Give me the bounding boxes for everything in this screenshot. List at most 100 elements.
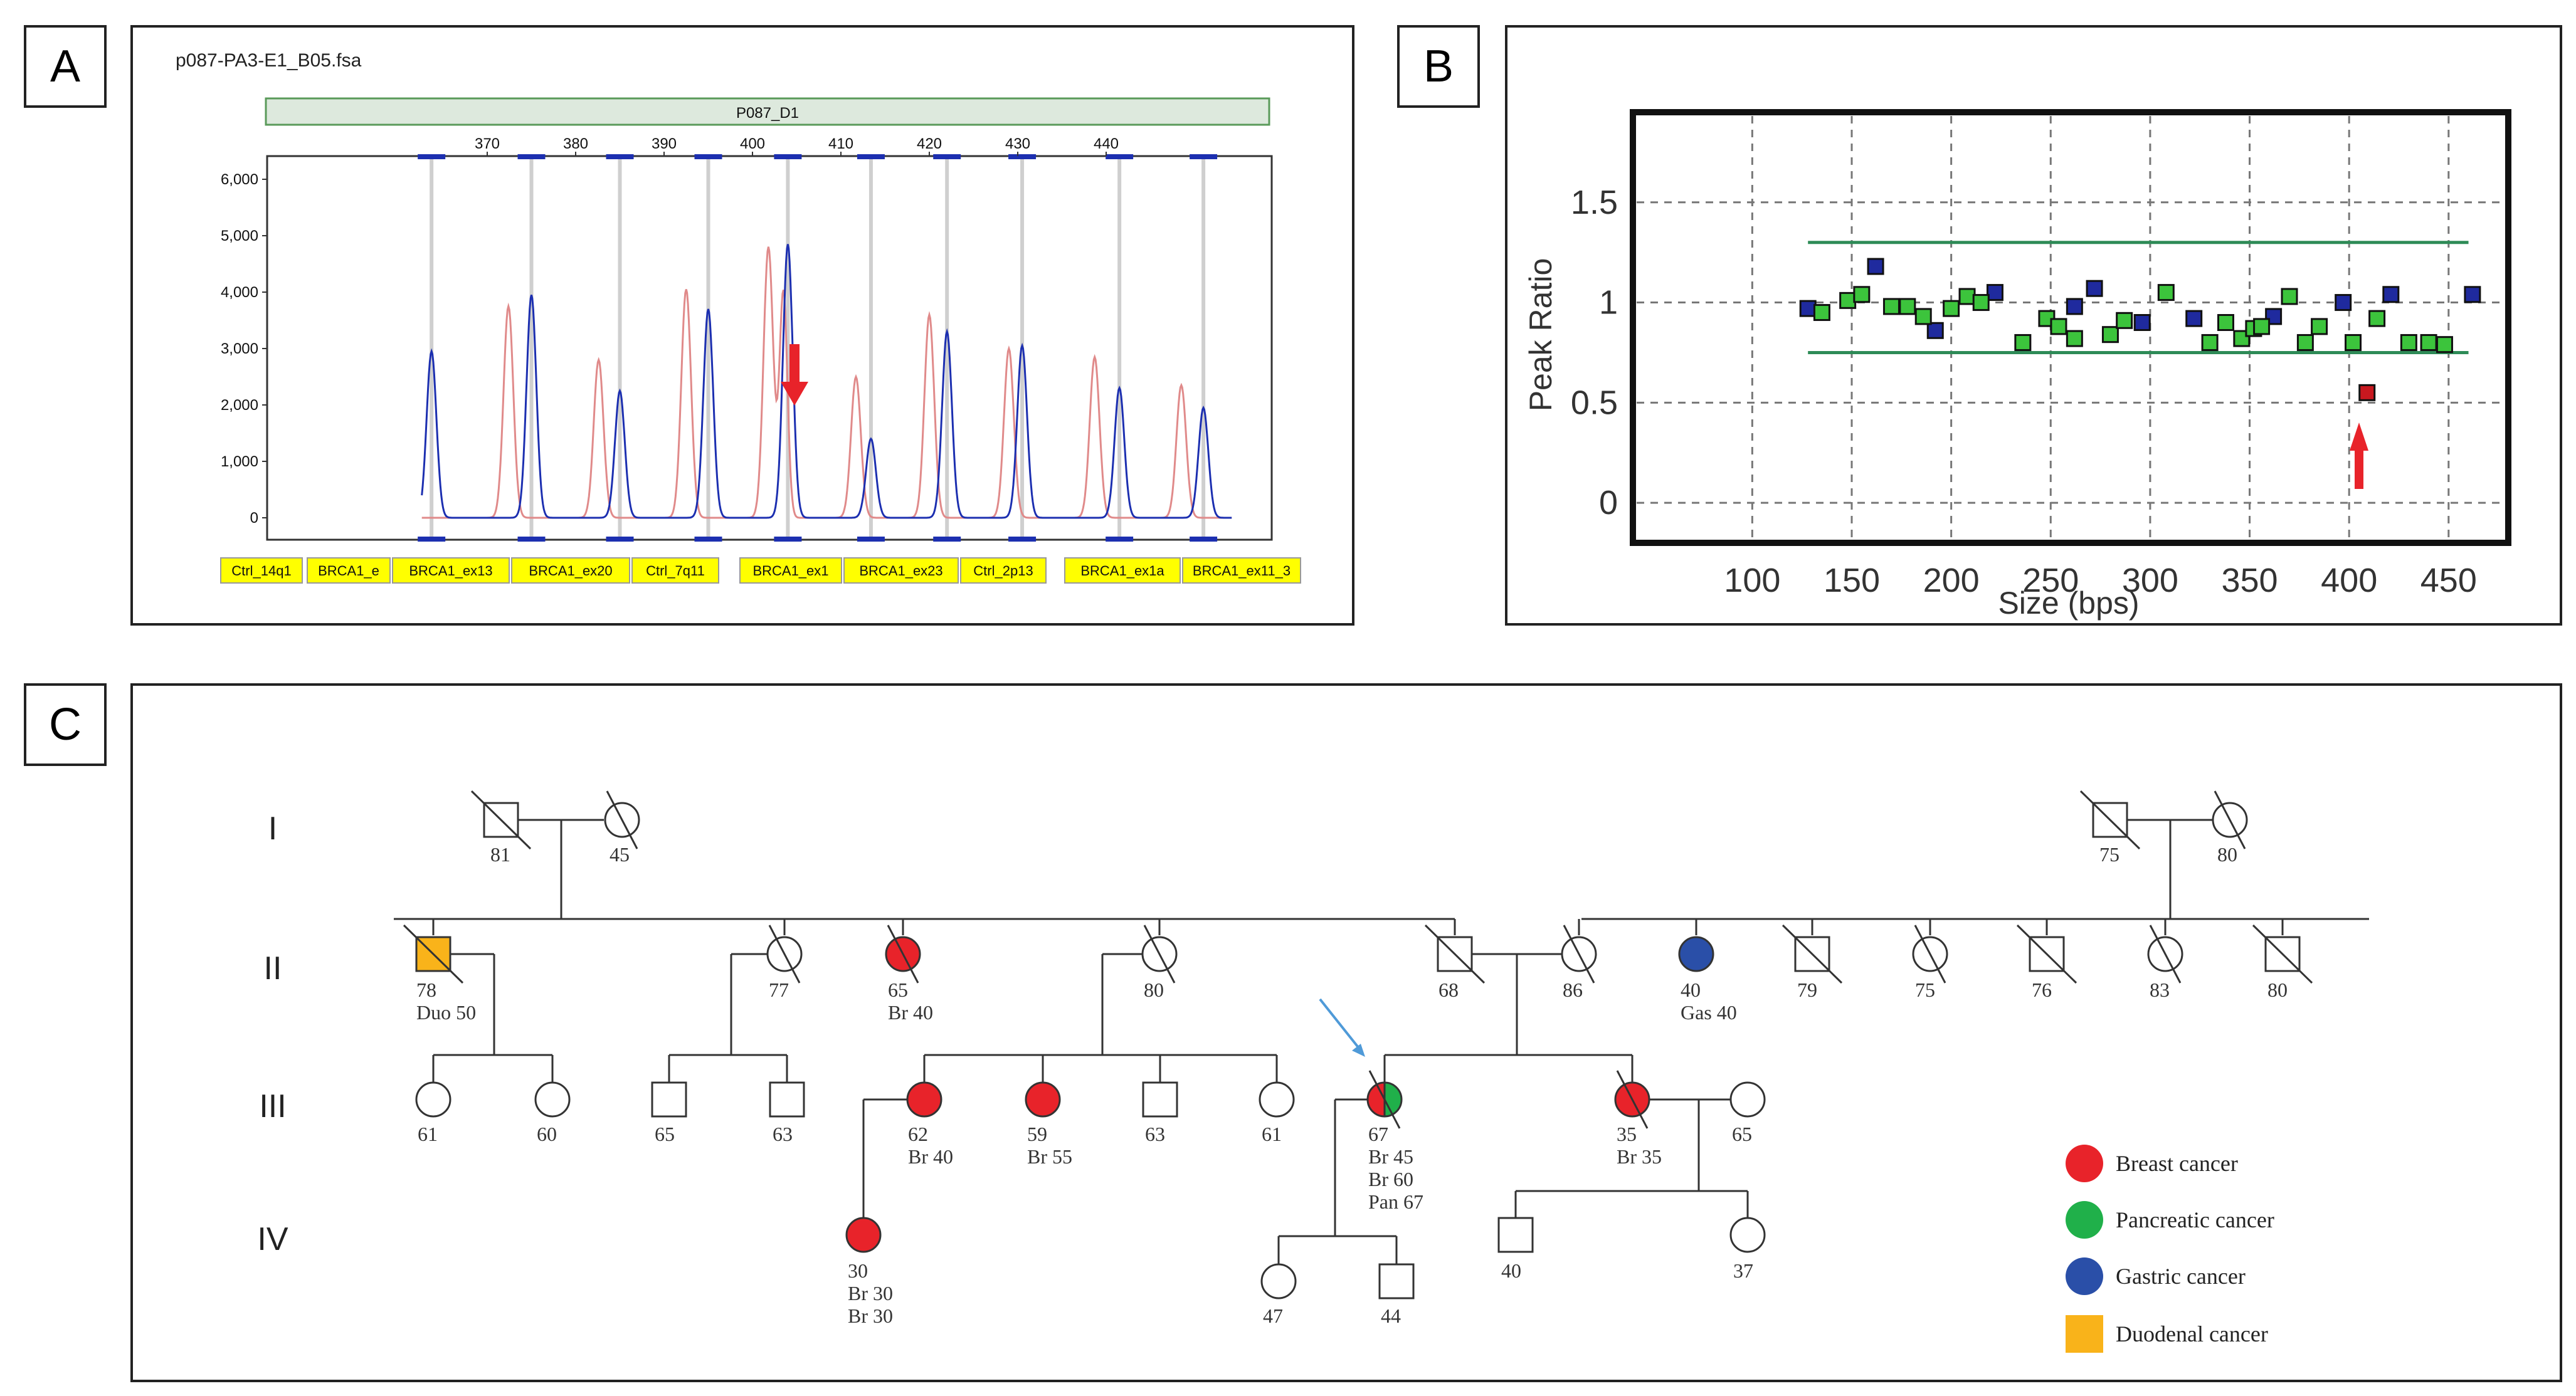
peak-marker-bottom: [774, 537, 802, 542]
female-breast-cancer: [1025, 1081, 1061, 1118]
x-tick-label: 150: [1824, 562, 1880, 599]
probe-label-box: [1064, 557, 1181, 584]
peak-marker-top: [606, 154, 634, 159]
legend-label: Breast cancer: [2116, 1151, 2238, 1176]
target-point: [2157, 284, 2175, 302]
deceased-slash: [1424, 924, 1486, 984]
probe-label: Ctrl_7q11: [646, 563, 705, 579]
age-label: 47: [1263, 1304, 1283, 1327]
x-tick-label: 390: [652, 135, 677, 152]
deceased-slash: [2252, 924, 2313, 984]
probe-label-box: [631, 557, 719, 584]
age-label: 83: [2150, 979, 2170, 1001]
female-breast-cancer: [906, 1081, 942, 1118]
control-point: [1799, 300, 1817, 317]
age-label: 80: [2267, 979, 2288, 1001]
target-point: [2116, 312, 2133, 329]
target-point: [1839, 291, 1857, 309]
female: [1729, 1217, 1766, 1253]
legend: Breast cancer Pancreatic cancer Gastric …: [2066, 1145, 2274, 1353]
panel-c: I II III IV: [130, 683, 2562, 1382]
target-point: [2281, 288, 2298, 305]
legend-label: Duodenal cancer: [2116, 1321, 2268, 1346]
pedigree: I II III IV: [257, 790, 2369, 1353]
y-tick-label: 0: [1599, 484, 1618, 522]
probe-label-box: [960, 557, 1047, 584]
probe-mix-bar: [265, 97, 1270, 126]
age-label: 30: [848, 1259, 868, 1282]
x-tick-label: 430: [1005, 135, 1030, 152]
probe-label-box: [739, 557, 842, 584]
target-point: [2436, 336, 2453, 354]
x-tick-label: 300: [2122, 562, 2178, 599]
diagnosis-label: Duo 50: [416, 1001, 476, 1024]
deceased-slash: [606, 790, 638, 849]
y-tick-label: 2,000: [221, 397, 258, 414]
male: [651, 1081, 687, 1118]
target-point: [1914, 308, 1932, 325]
deceased-slash: [2016, 924, 2077, 984]
legend-breast-swatch: [2066, 1145, 2103, 1182]
x-tick-label: 100: [1724, 562, 1780, 599]
y-tick-label: 0.5: [1571, 384, 1618, 421]
peak-marker-bottom: [1106, 537, 1134, 542]
peak-marker-bottom: [1190, 537, 1218, 542]
diagnosis-label: Br 30: [848, 1282, 893, 1304]
panel-a-letter: A: [24, 25, 107, 108]
control-point: [1926, 322, 1944, 339]
generation-label: III: [259, 1088, 286, 1125]
peak-marker-bottom: [418, 537, 446, 542]
proband-breast-half: [1366, 1081, 1386, 1118]
deceased-slash: [1914, 925, 1946, 984]
x-axis-label: Size (bps): [1998, 585, 2139, 621]
target-point: [1899, 298, 1916, 315]
control-point: [2086, 280, 2103, 297]
target-point: [2420, 333, 2437, 351]
x-tick-label: 200: [1923, 562, 1980, 599]
deceased-slash: [1563, 925, 1595, 984]
deceased-slash: [1368, 1070, 1401, 1129]
age-label: 35: [1617, 1123, 1637, 1145]
male: [1497, 1217, 1534, 1253]
peak-marker-bottom: [606, 537, 634, 542]
target-point: [2400, 333, 2417, 351]
control-point: [1867, 258, 1884, 275]
female: [1729, 1081, 1766, 1118]
x-tick-label: 450: [2420, 562, 2477, 599]
age-label: 77: [769, 979, 789, 1001]
legend-gastric-swatch: [2066, 1257, 2103, 1295]
target-point: [2217, 314, 2234, 332]
age-label: 75: [1915, 979, 1935, 1001]
probe-label: Ctrl_14q1: [231, 563, 291, 579]
age-label: 67: [1368, 1123, 1388, 1145]
probe-label-box: [511, 557, 630, 584]
deceased-slash: [887, 925, 919, 984]
diagnosis-label: Br 40: [888, 1001, 933, 1024]
probe-label: Ctrl_2p13: [973, 563, 1033, 579]
peak-marker-top: [1008, 154, 1037, 159]
age-label: 65: [1732, 1123, 1752, 1145]
control-point: [2066, 298, 2083, 315]
age-label: 80: [2217, 843, 2237, 866]
male: [1378, 1263, 1415, 1299]
deleted-point: [2358, 384, 2376, 401]
peak-marker-bottom: [694, 537, 722, 542]
deletion-arrow: [2350, 422, 2368, 489]
probe-mix-label: P087_D1: [736, 105, 799, 122]
y-tick-label: 6,000: [221, 171, 258, 188]
age-label: 62: [908, 1123, 928, 1145]
target-point: [2066, 330, 2083, 347]
target-point: [2296, 333, 2314, 351]
deceased-slash: [2149, 925, 2182, 984]
file-name: p087-PA3-E1_B05.fsa: [176, 50, 362, 71]
diagnosis-label: Br 55: [1027, 1145, 1072, 1168]
control-point: [2335, 294, 2352, 312]
target-point: [1958, 288, 1976, 305]
age-label: 65: [655, 1123, 675, 1145]
control-point: [2464, 286, 2481, 303]
age-label: 59: [1027, 1123, 1047, 1145]
peak-marker-top: [694, 154, 722, 159]
x-tick-label: 410: [828, 135, 853, 152]
diagnosis-label: Gas 40: [1681, 1001, 1737, 1024]
male: [769, 1081, 805, 1118]
